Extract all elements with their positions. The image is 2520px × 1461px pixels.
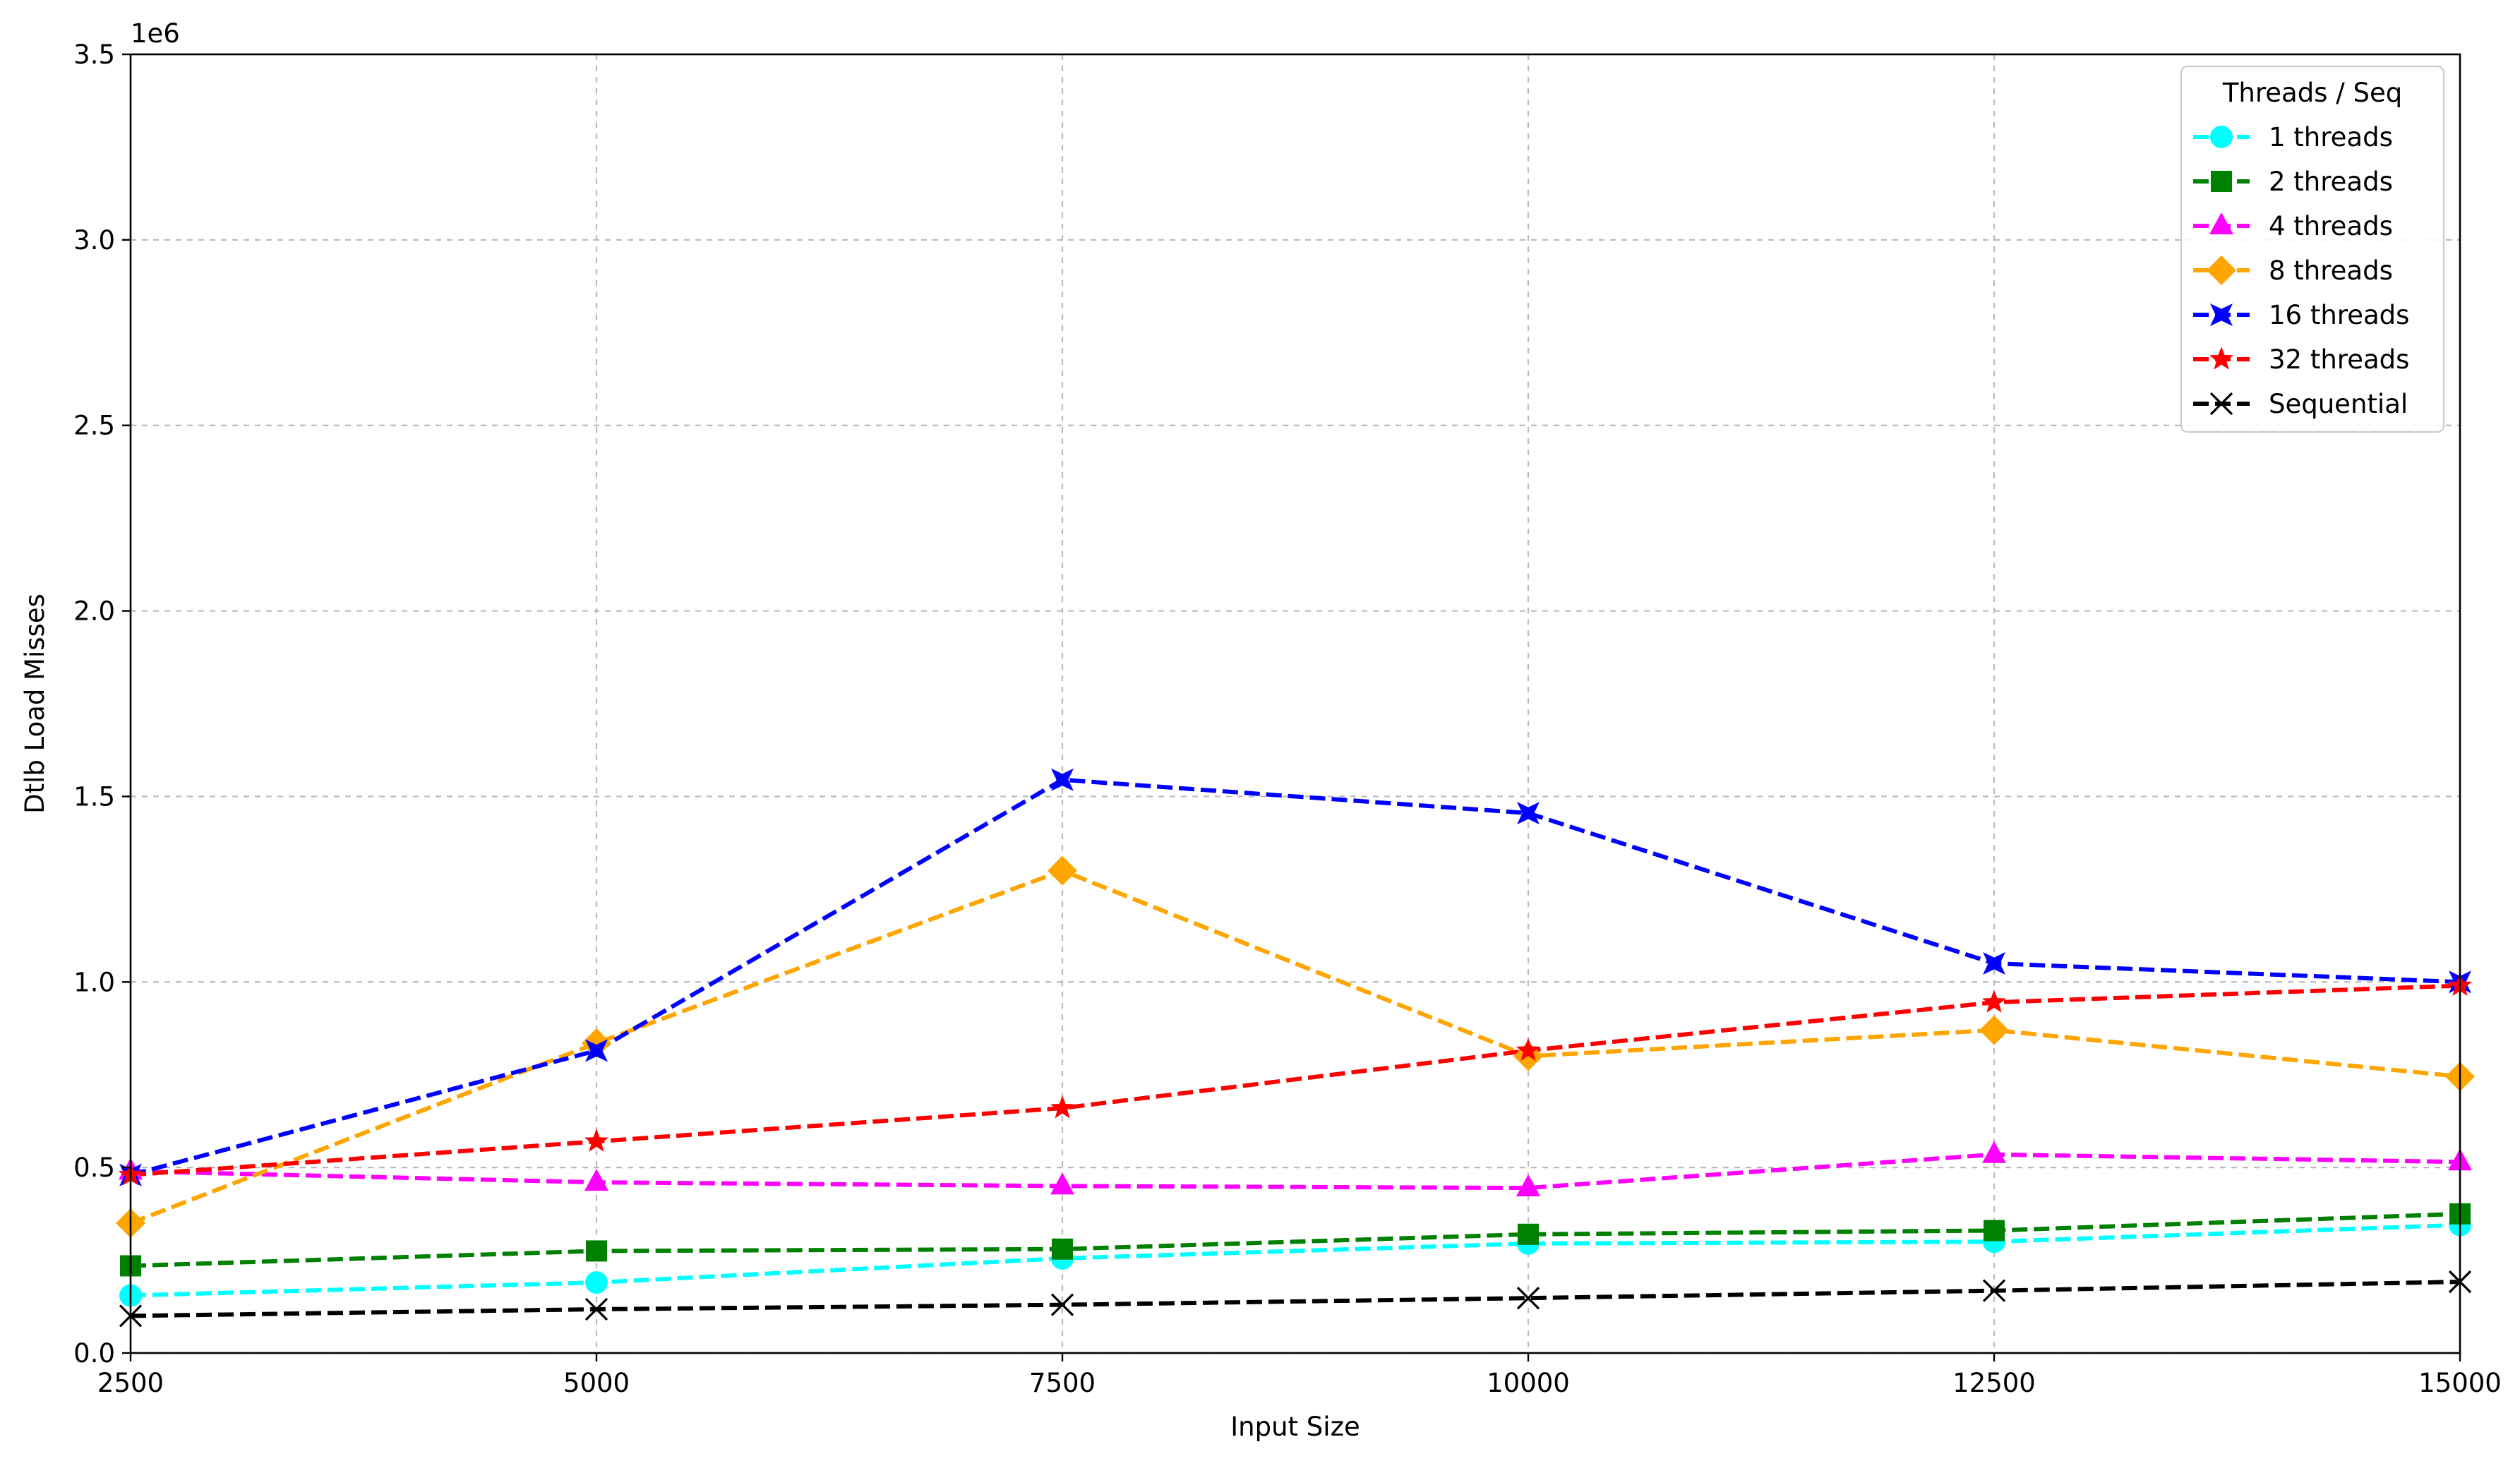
legend-entry: 1 threads [2193, 122, 2393, 152]
legend-title: Threads / Seq [2222, 78, 2402, 108]
data-point [1516, 1287, 1540, 1310]
y-tick-label: 0.5 [73, 1153, 115, 1183]
legend-entry: 16 threads [2193, 300, 2409, 330]
legend-marker [2211, 171, 2232, 192]
legend-marker [2209, 392, 2233, 416]
series-line-1 [130, 1211, 2461, 1268]
data-point [1979, 1015, 2009, 1045]
legend-box [2180, 65, 2445, 433]
y-tick-label: 1.0 [73, 967, 115, 997]
x-tick-label: 7500 [1029, 1368, 1096, 1398]
x-tick-label: 12500 [1952, 1368, 2036, 1398]
y-offset-label: 1e6 [131, 18, 180, 49]
data-point [1518, 1223, 1539, 1245]
data-point [1052, 1238, 1073, 1260]
y-tick-label: 2.5 [73, 411, 115, 441]
y-tick-label: 2.0 [73, 596, 115, 627]
legend-label: 16 threads [2269, 300, 2409, 330]
legend-entry: 8 threads [2193, 255, 2393, 286]
legend-marker [2209, 212, 2233, 234]
plot-frame [129, 53, 2461, 1354]
data-point [1516, 1038, 1541, 1062]
legend-entry: 4 threads [2193, 211, 2393, 241]
legend-label: 1 threads [2269, 122, 2393, 152]
series-line-0 [130, 1222, 2461, 1298]
data-point [1982, 1279, 2006, 1302]
data-point [1984, 1220, 2005, 1241]
data-point [1050, 1095, 1075, 1119]
series-line-6 [130, 1280, 2461, 1318]
y-tick-label: 3.5 [73, 40, 115, 70]
data-point [1981, 990, 2007, 1013]
data-point [582, 1028, 611, 1059]
data-point [584, 1129, 609, 1152]
data-point [584, 1297, 608, 1321]
data-point [585, 1039, 608, 1062]
legend-marker [2210, 303, 2233, 326]
legend-label: 2 threads [2269, 167, 2393, 197]
x-axis-label: Input Size [1230, 1412, 1360, 1442]
x-tick-label: 5000 [563, 1368, 630, 1398]
data-point [586, 1240, 607, 1262]
data-series [129, 777, 2461, 1318]
legend-label: 32 threads [2269, 344, 2409, 375]
data-point [1050, 1293, 1074, 1316]
y-tick-label: 0.0 [73, 1338, 115, 1369]
data-point [584, 1169, 608, 1191]
legend-label: 4 threads [2269, 211, 2393, 241]
legend-marker [2209, 347, 2234, 370]
legend-label: 8 threads [2269, 255, 2393, 286]
x-tick-label: 15000 [2418, 1368, 2502, 1398]
legend-entry: 32 threads [2193, 344, 2409, 375]
legend: Threads / Seq 1 threads 2 threads 4 thread… [2180, 65, 2445, 433]
y-tick-label: 3.0 [73, 225, 115, 255]
data-point [1983, 952, 2005, 975]
data-point [585, 1271, 608, 1294]
data-point [1051, 768, 1074, 791]
data-point [1517, 802, 1540, 825]
data-point [1050, 1172, 1074, 1195]
series-line-5 [130, 983, 2461, 1177]
legend-entry: Sequential [2193, 389, 2408, 419]
x-tick-label: 10000 [1487, 1368, 1570, 1398]
x-tick-label: 2500 [97, 1368, 164, 1398]
y-axis-label: Dtlb Load Misses [20, 594, 50, 814]
y-tick-label: 1.5 [73, 781, 115, 812]
series-line-4 [130, 777, 2461, 1177]
legend-label: Sequential [2269, 389, 2408, 419]
legend-marker [2207, 255, 2236, 285]
data-point [1982, 1141, 2006, 1163]
series-line-2 [130, 1152, 2461, 1191]
data-point [1516, 1174, 1540, 1197]
legend-marker [2210, 126, 2233, 148]
axes: 2500 5000 7500 10000 12500 15000 0.0 0.5 1.0 1.5 2… [73, 40, 2502, 1398]
series-line-3 [129, 868, 2461, 1225]
data-point [1048, 855, 1077, 886]
legend-entry: 2 threads [2193, 167, 2393, 197]
